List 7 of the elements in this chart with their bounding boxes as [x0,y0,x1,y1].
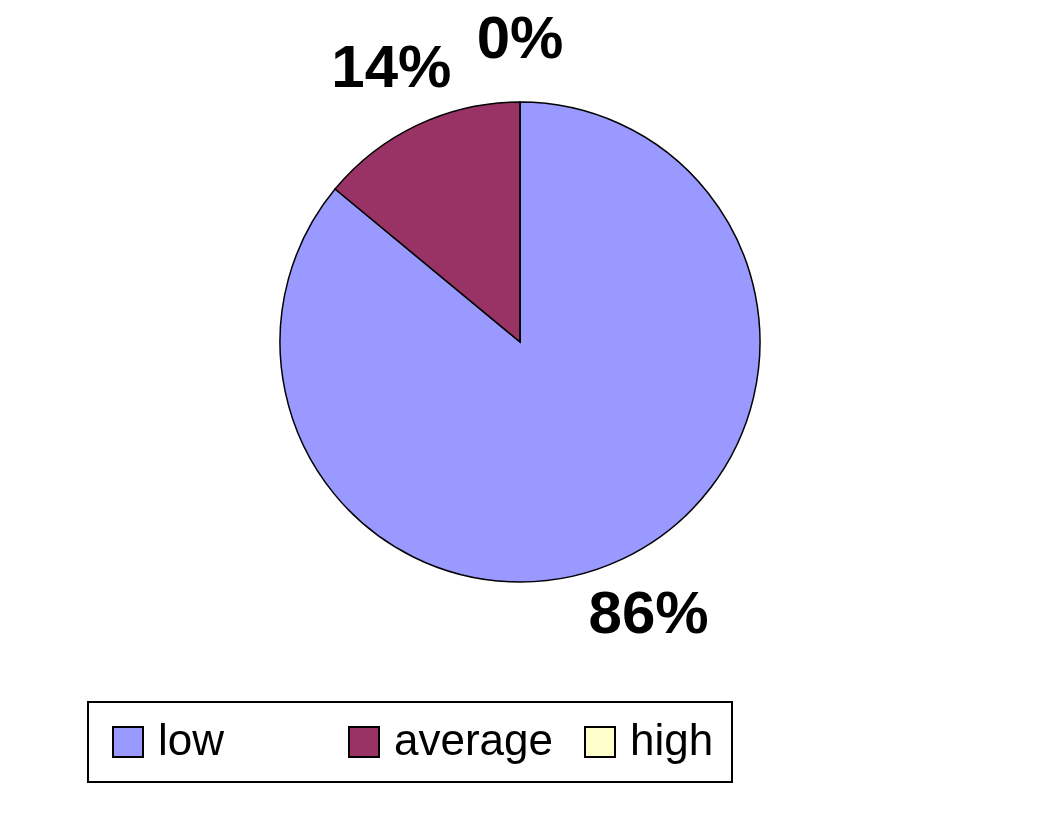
text: 0% [476,4,564,71]
legend-label: high [630,715,714,764]
legend-label: average [394,715,554,764]
data-label: 14% [331,32,452,100]
legend-label: low [158,715,225,764]
data-label: 86% [588,579,709,647]
pie-slice [279,101,761,583]
